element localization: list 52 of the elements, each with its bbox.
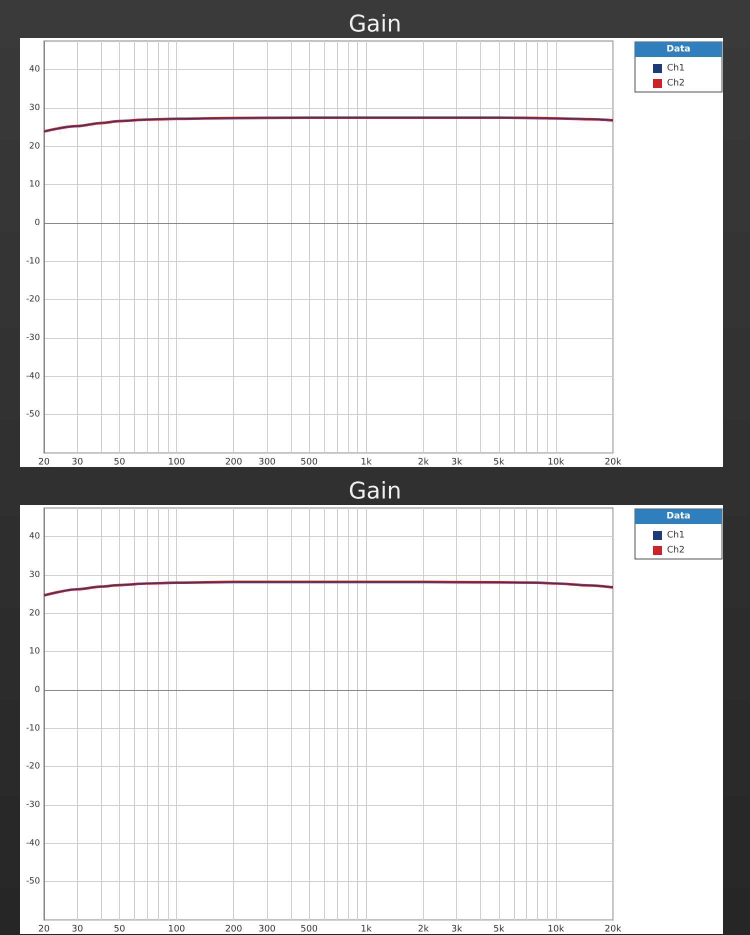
x-tick-label: 500 xyxy=(300,924,318,934)
x-tick-label: 500 xyxy=(300,458,318,468)
y-tick-label: 30 xyxy=(29,570,40,580)
chart-title: Gain xyxy=(348,12,402,38)
y-tick-label: -20 xyxy=(26,762,40,772)
x-tick-label: 30 xyxy=(72,924,84,934)
x-tick-label: 100 xyxy=(168,458,186,468)
y-tick-label: 10 xyxy=(29,180,40,190)
y-tick-label: -50 xyxy=(26,876,40,887)
y-tick-label: -20 xyxy=(26,294,40,305)
x-tick-label: 10k xyxy=(548,458,566,468)
x-tick-label: 200 xyxy=(225,458,243,468)
y-tick-label: 40 xyxy=(29,64,40,75)
legend-label: Ch1 xyxy=(667,64,685,74)
x-tick-label: 100 xyxy=(168,924,186,934)
legend-title: Data xyxy=(666,44,690,54)
x-tick-label: 2k xyxy=(418,924,430,934)
y-tick-label: -30 xyxy=(26,800,40,810)
y-tick-label: 20 xyxy=(29,141,40,152)
y-tick-label: -40 xyxy=(26,371,40,382)
x-tick-label: 20k xyxy=(604,924,622,934)
y-tick-label: -50 xyxy=(26,410,40,420)
x-tick-label: 2k xyxy=(418,458,430,468)
y-tick-label: -30 xyxy=(26,333,40,344)
legend-label: Ch2 xyxy=(667,78,685,88)
x-tick-label: 1k xyxy=(360,924,372,934)
y-tick-label: 30 xyxy=(29,103,40,114)
y-tick-label: -40 xyxy=(26,838,40,848)
y-tick-label: 0 xyxy=(34,218,40,228)
x-tick-label: 5k xyxy=(493,924,506,934)
legend-title: Data xyxy=(666,512,690,522)
x-tick-label: 300 xyxy=(258,458,276,468)
x-tick-label: 300 xyxy=(258,924,276,934)
x-tick-label: 3k xyxy=(451,924,463,934)
y-tick-label: 20 xyxy=(29,608,40,618)
x-tick-label: 200 xyxy=(225,924,243,934)
x-tick-label: 50 xyxy=(114,458,126,468)
y-tick-label: 40 xyxy=(29,532,40,542)
x-tick-label: 3k xyxy=(451,458,463,468)
x-tick-label: 1k xyxy=(360,458,372,468)
chart-title: Gain xyxy=(348,478,402,504)
legend-label: Ch1 xyxy=(667,530,685,540)
y-tick-label: -10 xyxy=(26,256,40,266)
legend-label: Ch2 xyxy=(667,546,685,556)
x-tick-label: 30 xyxy=(72,458,84,468)
y-tick-label: 0 xyxy=(34,685,40,696)
y-tick-label: 10 xyxy=(29,646,40,657)
x-tick-label: 10k xyxy=(548,924,566,934)
x-tick-label: 20k xyxy=(604,458,622,468)
x-tick-label: 5k xyxy=(493,458,506,468)
y-tick-label: -10 xyxy=(26,723,40,734)
x-tick-label: 50 xyxy=(114,924,126,934)
